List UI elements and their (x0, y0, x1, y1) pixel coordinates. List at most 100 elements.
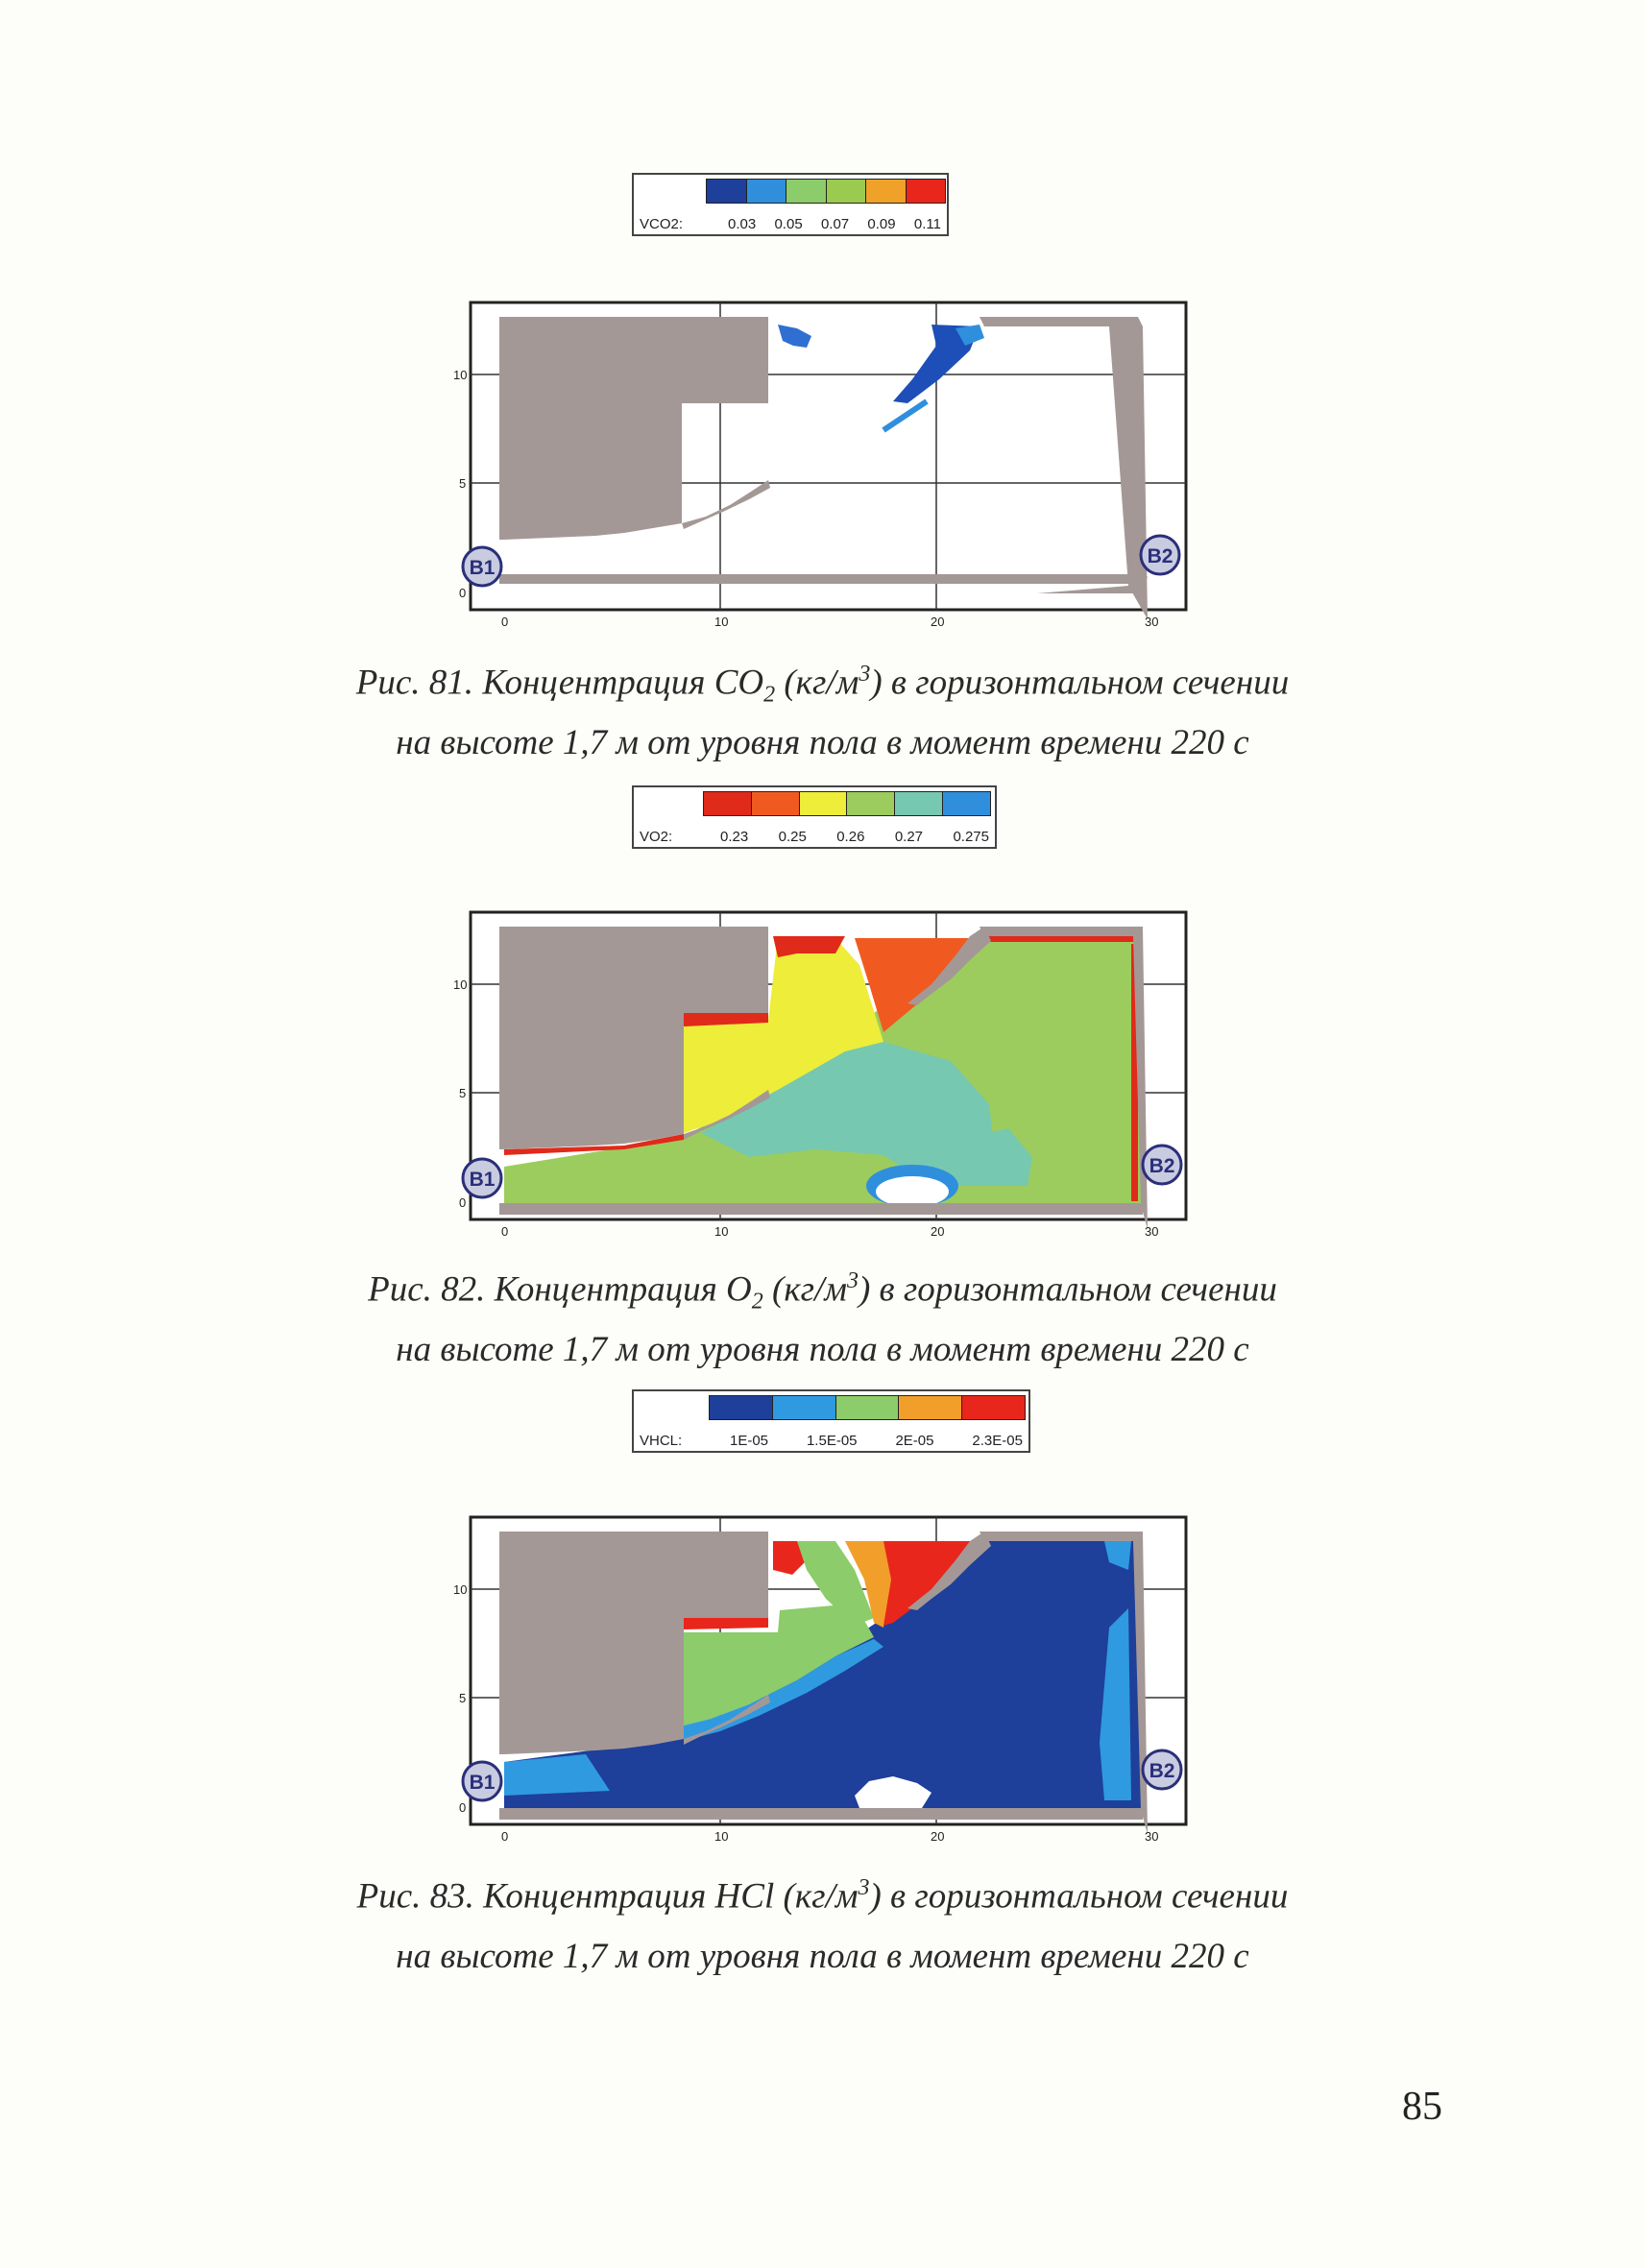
caption-line-1: Рис. 83. Концентрация HCl (кг/м3) в гори… (356, 1875, 1289, 1917)
legend-vhcl: VHCL: 1E-05 1.5E-05 2E-05 2.3E-05 (632, 1389, 1030, 1453)
marker-label: B2 (1149, 1760, 1175, 1782)
marker-label: B1 (470, 1772, 496, 1794)
legend-swatch (943, 792, 990, 815)
y-tick: 5 (459, 1086, 466, 1100)
legend-swatch (799, 792, 848, 815)
legend-tick: 2E-05 (895, 1433, 934, 1449)
y-tick: 5 (459, 1691, 466, 1705)
x-tick: 10 (714, 1829, 728, 1844)
page-number: 85 (1402, 2085, 1442, 2129)
x-tick: 30 (1145, 1224, 1158, 1239)
contour-plot-o2: 10 5 0 0 10 20 30 B1 B2 (432, 898, 1200, 1243)
y-tick: 5 (459, 476, 466, 491)
x-tick: 0 (501, 615, 508, 629)
marker-b2: B2 (1141, 1144, 1183, 1186)
legend-tick: 0.11 (913, 216, 941, 232)
marker-label: B1 (470, 557, 496, 579)
x-tick: 20 (931, 1829, 944, 1844)
x-tick: 0 (501, 1829, 508, 1844)
legend-name: VCO2: (640, 216, 684, 232)
caption-line-1: Рис. 81. Концентрация CO2 (кг/м3) в гори… (355, 662, 1290, 708)
axis-ticks: 10 5 0 0 10 20 30 (453, 1582, 1158, 1844)
marker-label: B2 (1148, 545, 1173, 567)
legend-vo2: VO2: 0.23 0.25 0.26 0.27 0.275 (632, 785, 997, 849)
x-tick: 20 (931, 1224, 944, 1239)
legend-swatch (704, 792, 752, 815)
figure-caption-82: Рис. 82. Концентрация O2 (кг/м3) в гориз… (0, 1258, 1645, 1373)
marker-label: B1 (470, 1169, 496, 1191)
legend-tick: 0.09 (867, 216, 896, 232)
legend-tick: 0.05 (774, 216, 803, 232)
x-tick: 30 (1145, 615, 1158, 629)
contour-plot-co2: 10 5 0 0 10 20 30 B1 B2 (432, 288, 1200, 634)
legend-swatch (906, 180, 945, 203)
x-tick: 0 (501, 1224, 508, 1239)
legend-name: VHCL: (640, 1433, 683, 1449)
legend-swatch (866, 180, 907, 203)
y-tick: 10 (453, 1582, 467, 1597)
caption-line-2: на высоте 1,7 м от уровня пола в момент … (396, 1936, 1249, 1976)
legend-tick: 0.275 (953, 829, 989, 845)
marker-b2: B2 (1141, 1749, 1183, 1791)
x-tick: 10 (714, 615, 728, 629)
legend-vco2: VCO2: 0.03 0.05 0.07 0.09 0.11 (632, 173, 949, 236)
y-tick: 0 (459, 586, 466, 600)
legend-swatch (826, 180, 866, 203)
legend-ticks: 0.23 0.25 0.26 0.27 0.275 (720, 829, 989, 845)
caption-line-2: на высоте 1,7 м от уровня пола в момент … (396, 722, 1249, 762)
building-walls (499, 1532, 1148, 1834)
legend-swatches (703, 791, 991, 816)
legend-swatch (899, 1396, 963, 1419)
legend-tick: 1.5E-05 (806, 1433, 858, 1449)
contour-plot-hcl: 10 5 0 0 10 20 30 B1 B2 (432, 1503, 1200, 1848)
plot-svg: 10 5 0 0 10 20 30 B1 B2 (453, 910, 1188, 1239)
y-tick: 10 (453, 368, 467, 382)
legend-swatch (786, 180, 827, 203)
legend-swatch (895, 792, 944, 815)
caption-line-1: Рис. 82. Концентрация O2 (кг/м3) в гориз… (368, 1268, 1277, 1315)
y-tick: 0 (459, 1800, 466, 1815)
concentration-zones (504, 1541, 1143, 1810)
caption-line-2: на высоте 1,7 м от уровня пола в момент … (396, 1329, 1249, 1369)
legend-tick: 1E-05 (730, 1433, 769, 1449)
legend-swatch (847, 792, 896, 815)
legend-tick: 0.03 (728, 216, 757, 232)
y-tick: 10 (453, 977, 467, 992)
marker-b1: B1 (461, 1760, 503, 1802)
legend-swatch (835, 1396, 900, 1419)
figure-caption-83: Рис. 83. Концентрация HCl (кг/м3) в гори… (0, 1865, 1645, 1980)
building-walls (499, 317, 1148, 619)
concentration-zones (504, 936, 1143, 1207)
legend-swatch (707, 180, 747, 203)
plot-svg: 10 5 0 0 10 20 30 B1 B2 (453, 1515, 1188, 1844)
marker-b1: B1 (461, 545, 503, 588)
x-tick: 30 (1145, 1829, 1158, 1844)
x-tick: 10 (714, 1224, 728, 1239)
legend-tick: 0.26 (836, 829, 865, 845)
legend-swatch (746, 180, 786, 203)
legend-swatch (751, 792, 800, 815)
marker-label: B2 (1149, 1155, 1175, 1177)
legend-ticks: 1E-05 1.5E-05 2E-05 2.3E-05 (730, 1433, 1023, 1449)
x-tick: 20 (931, 615, 944, 629)
legend-tick: 0.27 (894, 829, 924, 845)
y-tick: 0 (459, 1195, 466, 1210)
axis-ticks: 10 5 0 0 10 20 30 (453, 977, 1158, 1239)
legend-tick: 0.25 (778, 829, 807, 845)
concentration-zones (778, 325, 984, 433)
legend-swatches (706, 179, 946, 204)
legend-tick: 2.3E-05 (972, 1433, 1023, 1449)
building-walls (499, 927, 1148, 1229)
axis-ticks: 10 5 0 0 10 20 30 (453, 368, 1158, 629)
figure-caption-81: Рис. 81. Концентрация CO2 (кг/м3) в гори… (0, 651, 1645, 766)
legend-ticks: 0.03 0.05 0.07 0.09 0.11 (728, 216, 941, 232)
marker-b1: B1 (461, 1157, 503, 1199)
legend-swatch (772, 1396, 836, 1419)
legend-name: VO2: (640, 829, 673, 845)
legend-tick: 0.07 (820, 216, 850, 232)
plot-svg: 10 5 0 0 10 20 30 B1 B2 (453, 301, 1188, 629)
marker-b2: B2 (1139, 534, 1181, 576)
legend-swatches (709, 1395, 1026, 1420)
legend-tick: 0.23 (720, 829, 749, 845)
legend-swatch (710, 1396, 773, 1419)
